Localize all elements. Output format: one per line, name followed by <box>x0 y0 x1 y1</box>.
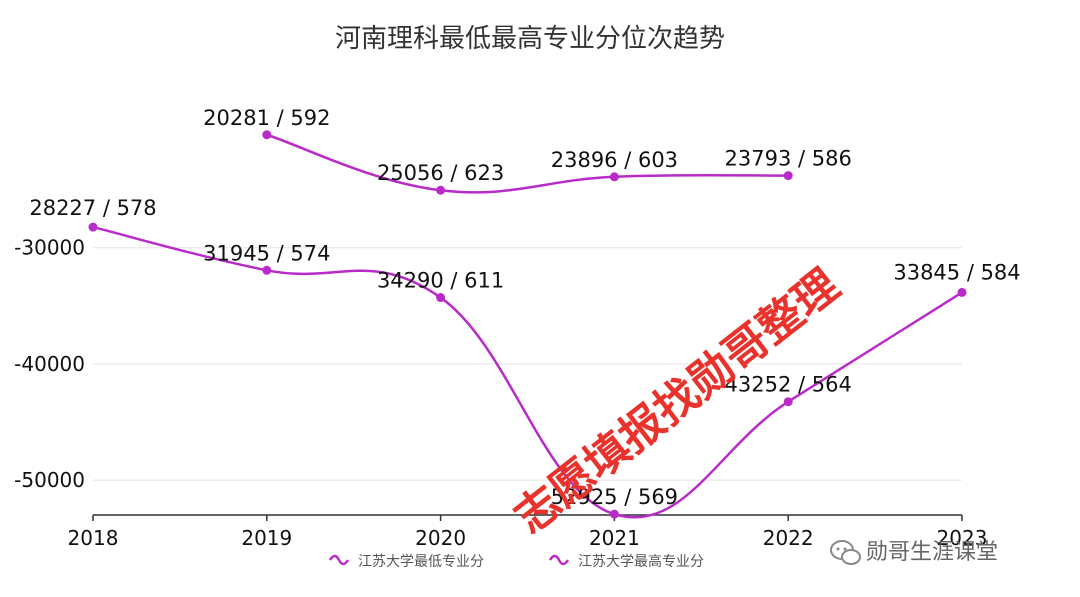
data-label: 28227 / 578 <box>29 196 156 220</box>
data-point <box>88 222 98 232</box>
legend: 江苏大学最低专业分 江苏大学最高专业分 <box>328 553 704 570</box>
data-point <box>783 171 793 181</box>
data-label: 52925 / 569 <box>551 485 678 509</box>
data-label: 20281 / 592 <box>203 106 330 130</box>
data-label: 23896 / 603 <box>551 148 678 172</box>
data-point <box>609 172 619 182</box>
x-tick-label: 2021 <box>589 526 640 550</box>
y-tick-label: -40000 <box>14 352 85 376</box>
brand-text: 勋哥生涯课堂 <box>866 540 998 565</box>
series-line <box>266 133 789 194</box>
data-label: 31945 / 574 <box>203 241 330 265</box>
data-point <box>262 265 272 275</box>
y-tick-label: -30000 <box>14 236 85 260</box>
data-point <box>436 185 446 195</box>
data-points <box>88 130 967 519</box>
data-point <box>436 293 446 303</box>
data-label: 43252 / 564 <box>725 373 852 397</box>
data-labels: 28227 / 578 31945 / 574 34290 / 611 52925 /… <box>29 106 1020 509</box>
data-label: 23793 / 586 <box>725 147 852 171</box>
data-point <box>609 509 619 519</box>
series-lines <box>92 133 963 519</box>
x-tick-label: 2020 <box>415 526 466 550</box>
legend-swatch <box>328 554 350 566</box>
brand-watermark: 勋哥生涯课堂 <box>830 540 998 565</box>
x-tick-label: 2022 <box>763 526 814 550</box>
data-point <box>957 287 967 297</box>
legend-swatch <box>548 554 570 566</box>
x-tick-label: 2018 <box>68 526 119 550</box>
x-tick-label: 2023 <box>937 526 988 550</box>
x-tick-label: 2019 <box>241 526 292 550</box>
grid-lines <box>93 247 962 481</box>
series-line <box>92 225 963 519</box>
y-axis-ticks: -30000 -40000 -50000 <box>14 236 85 492</box>
chart-title: 河南理科最低最高专业分位次趋势 <box>335 24 725 54</box>
x-axis-ticks: 2018 2019 2020 2021 2022 2023 <box>68 526 988 550</box>
data-point <box>262 130 272 140</box>
legend-label: 江苏大学最高专业分 <box>578 553 704 570</box>
data-label: 33845 / 584 <box>893 260 1020 284</box>
y-tick-label: -50000 <box>14 468 85 492</box>
legend-label: 江苏大学最低专业分 <box>358 554 484 570</box>
x-axis <box>92 514 963 521</box>
data-label: 25056 / 623 <box>377 161 504 185</box>
data-label: 34290 / 611 <box>377 269 504 293</box>
wechat-icon <box>830 540 861 565</box>
data-point <box>783 397 793 407</box>
